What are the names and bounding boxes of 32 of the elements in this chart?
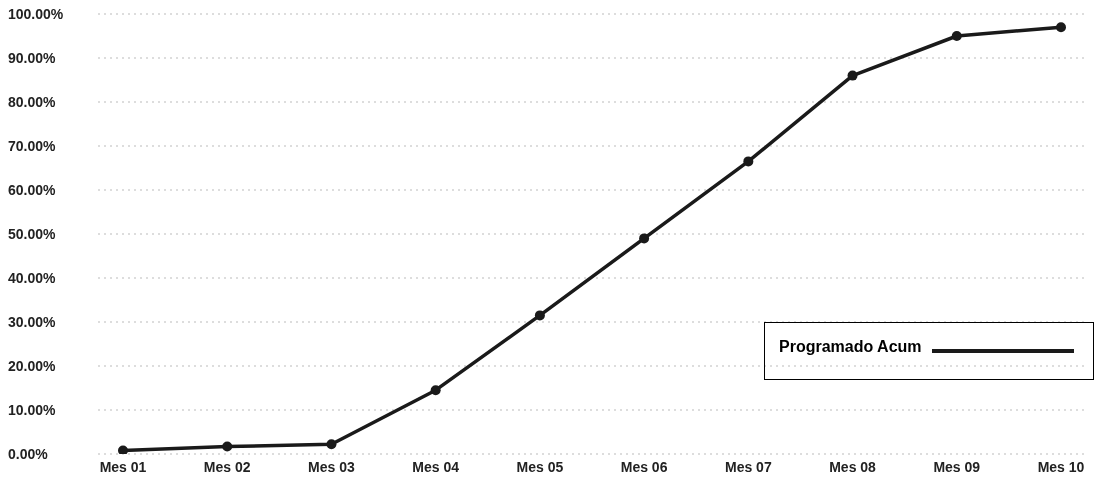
y-tick-label: 20.00% bbox=[8, 357, 57, 374]
x-tick-label: Mes 06 bbox=[620, 458, 668, 475]
y-tick-label: 90.00% bbox=[8, 49, 57, 66]
y-tick-label: 60.00% bbox=[8, 181, 57, 198]
y-tick-label: 10.00% bbox=[8, 401, 57, 418]
y-tick-label: 100.00% bbox=[8, 5, 64, 22]
y-tick-label: 30.00% bbox=[8, 313, 57, 330]
y-tick-label: 40.00% bbox=[8, 269, 57, 286]
x-tick-label: Mes 08 bbox=[829, 458, 877, 475]
x-tick-label: Mes 07 bbox=[724, 458, 772, 475]
point bbox=[639, 233, 650, 244]
y-tick-label: 50.00% bbox=[8, 225, 57, 242]
x-tick-label: Mes 10 bbox=[1037, 458, 1085, 475]
y-tick-label: 0.00% bbox=[8, 445, 49, 462]
point bbox=[326, 439, 337, 450]
y-tick-label: 70.00% bbox=[8, 137, 57, 154]
point bbox=[118, 445, 128, 454]
point bbox=[847, 70, 858, 81]
point bbox=[743, 156, 754, 167]
point bbox=[1056, 22, 1066, 33]
point bbox=[430, 385, 441, 396]
x-tick-label: Mes 09 bbox=[933, 458, 981, 475]
text: Programado Acum bbox=[779, 338, 922, 356]
x-tick-label: Mes 02 bbox=[203, 458, 251, 475]
x-tick-label: Mes 03 bbox=[308, 458, 355, 475]
point bbox=[534, 310, 545, 321]
y-tick-label: 80.00% bbox=[8, 93, 57, 110]
x-tick-label: Mes 04 bbox=[412, 458, 460, 475]
point bbox=[222, 441, 233, 452]
x-tick-label: Mes 05 bbox=[516, 458, 564, 475]
x-tick-label: Mes 01 bbox=[99, 458, 147, 475]
point bbox=[951, 31, 962, 41]
